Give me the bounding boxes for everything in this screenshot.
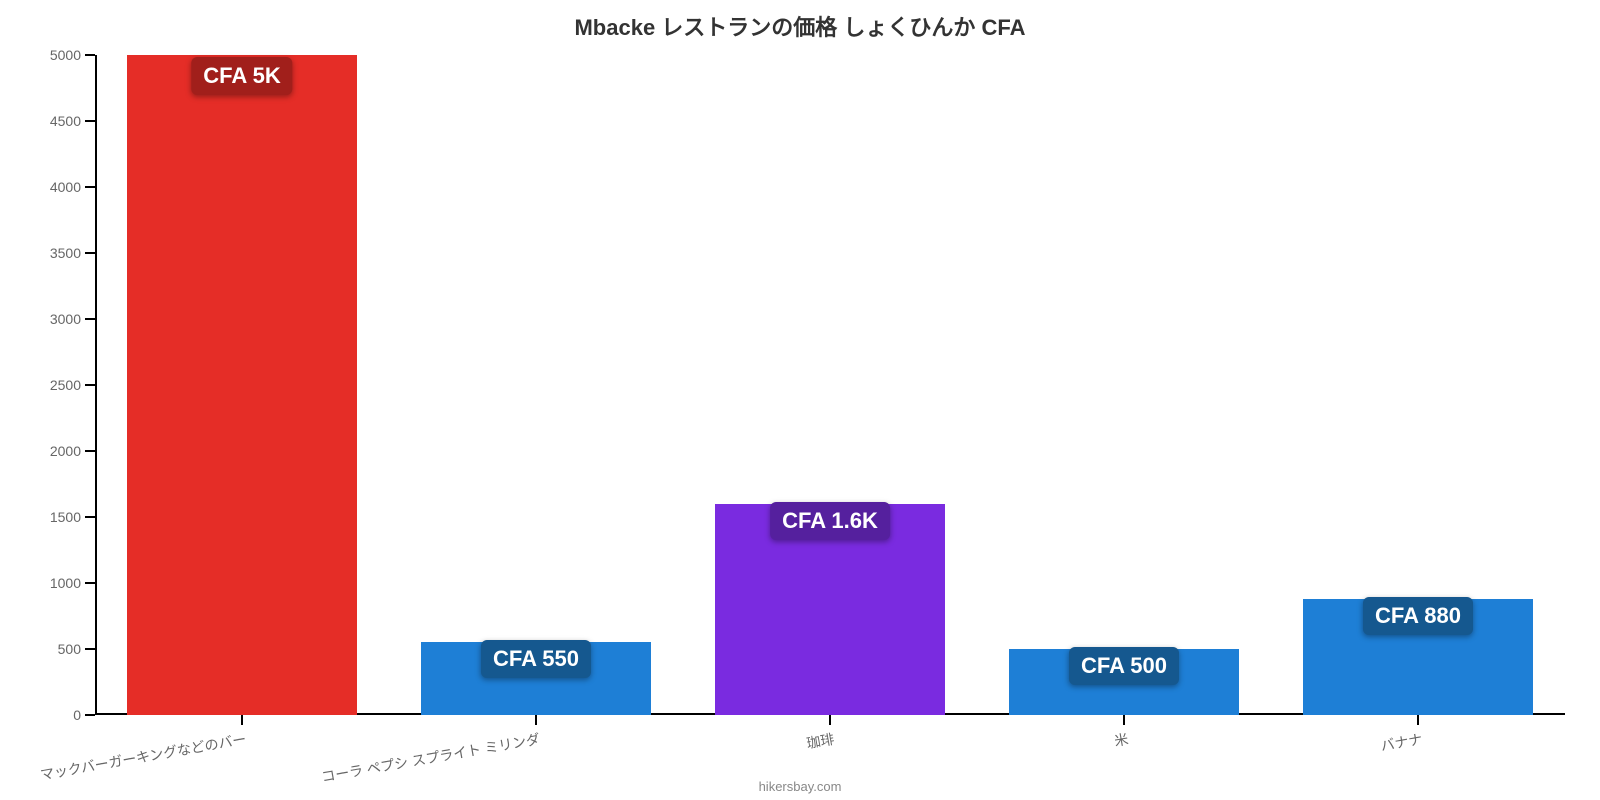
y-tick-label: 3000	[50, 311, 95, 327]
value-badge: CFA 880	[1363, 597, 1473, 635]
bar-slot: CFA 880	[1271, 55, 1565, 715]
y-tick-label: 1000	[50, 575, 95, 591]
attribution-text: hikersbay.com	[0, 779, 1600, 794]
y-tick-label: 2500	[50, 377, 95, 393]
y-tick-label: 2000	[50, 443, 95, 459]
chart-title: Mbacke レストランの価格 しょくひんか CFA	[0, 10, 1600, 42]
value-badge: CFA 1.6K	[770, 502, 890, 540]
value-badge: CFA 500	[1069, 647, 1179, 685]
y-tick-label: 5000	[50, 47, 95, 63]
y-tick-label: 4500	[50, 113, 95, 129]
value-badge: CFA 550	[481, 640, 591, 678]
y-tick-label: 4000	[50, 179, 95, 195]
price-bar-chart: Mbacke レストランの価格 しょくひんか CFA 0500100015002…	[0, 0, 1600, 800]
bar-slot: CFA 1.6K	[683, 55, 977, 715]
value-badge: CFA 5K	[191, 57, 292, 95]
x-tick-label: 米	[1110, 715, 1130, 751]
x-tick-label: 珈琲	[802, 715, 835, 753]
y-tick-label: 500	[58, 641, 95, 657]
y-tick-label: 1500	[50, 509, 95, 525]
bar-slot: CFA 5K	[95, 55, 389, 715]
bar-slot: CFA 500	[977, 55, 1271, 715]
x-tick-label: バナナ	[1377, 715, 1424, 756]
y-tick-label: 3500	[50, 245, 95, 261]
plot-area: 0500100015002000250030003500400045005000…	[95, 55, 1565, 715]
x-tick-label: マックバーガーキングなどのバー	[36, 715, 248, 785]
y-tick-label: 0	[73, 707, 95, 723]
bar	[127, 55, 356, 715]
x-tick-label: コーラ ペプシ スプライト ミリンダ	[318, 715, 542, 787]
bar-slot: CFA 550	[389, 55, 683, 715]
